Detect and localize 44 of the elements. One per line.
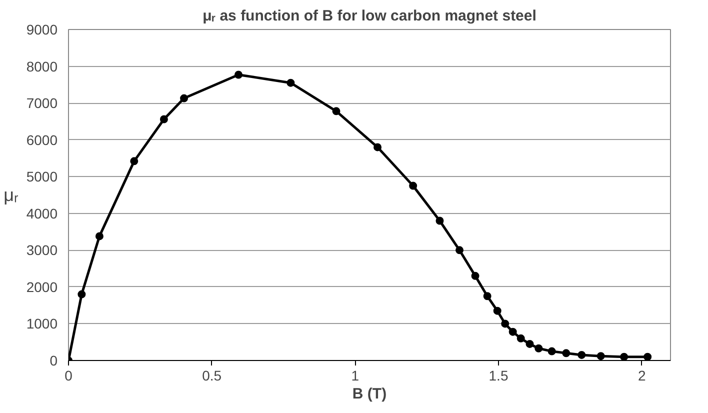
y-tick-label: 6000 bbox=[26, 132, 58, 148]
x-tick-label: 0 bbox=[64, 368, 73, 384]
point bbox=[562, 349, 570, 358]
y-tick-label: 4000 bbox=[26, 205, 58, 222]
point bbox=[78, 290, 86, 298]
point bbox=[508, 328, 517, 336]
point bbox=[234, 70, 242, 79]
point bbox=[596, 352, 605, 360]
point bbox=[548, 347, 556, 356]
y-tick-label: 8000 bbox=[26, 58, 58, 74]
point bbox=[409, 182, 418, 190]
point bbox=[644, 352, 652, 360]
point bbox=[332, 107, 340, 116]
point bbox=[578, 350, 586, 359]
x-tick-label: 1 bbox=[351, 368, 360, 384]
x-tick-label: 0.5 bbox=[202, 368, 222, 384]
point bbox=[516, 334, 525, 342]
point bbox=[130, 157, 138, 166]
point bbox=[534, 344, 543, 352]
point bbox=[471, 272, 480, 280]
x-tick-label: 2 bbox=[638, 368, 646, 384]
point bbox=[286, 78, 295, 87]
point bbox=[493, 306, 502, 315]
point bbox=[483, 292, 492, 300]
point bbox=[526, 340, 534, 348]
y-tick-label: 5000 bbox=[26, 168, 58, 185]
chart-title: μᵣ as function of B for low carbon magnet steel bbox=[202, 8, 536, 24]
y-tick-label: 2000 bbox=[26, 278, 58, 295]
point bbox=[160, 115, 168, 124]
y-tick-label: 9000 bbox=[26, 22, 58, 38]
point bbox=[374, 143, 382, 152]
point bbox=[501, 320, 510, 328]
point bbox=[620, 352, 628, 360]
y-axis-title: μᵣ bbox=[4, 185, 18, 205]
point bbox=[95, 232, 104, 240]
x-axis-title: B (T) bbox=[352, 386, 387, 402]
point bbox=[436, 216, 444, 225]
point bbox=[180, 94, 188, 102]
y-tick-label: 3000 bbox=[26, 242, 58, 258]
point bbox=[456, 246, 464, 254]
x-tick-label: 1.5 bbox=[488, 368, 508, 384]
y-tick-label: 1000 bbox=[26, 316, 58, 332]
y-tick-label: 0 bbox=[50, 352, 58, 368]
y-tick-label: 7000 bbox=[26, 95, 58, 112]
